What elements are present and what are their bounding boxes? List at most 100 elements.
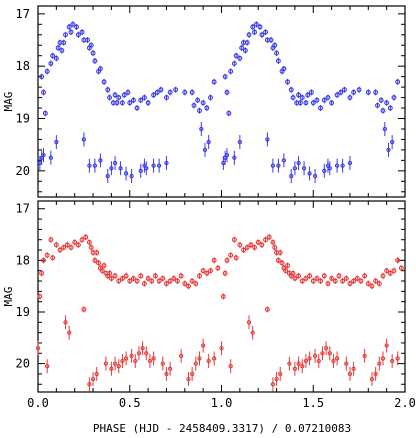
data-point: [66, 24, 72, 30]
data-point: [325, 281, 331, 287]
data-point: [53, 55, 59, 61]
data-point: [283, 268, 289, 274]
data-point: [189, 89, 195, 95]
data-point: [94, 371, 99, 377]
data-point: [314, 275, 320, 281]
data-point: [112, 361, 118, 366]
data-point: [182, 281, 188, 287]
data-point: [259, 242, 265, 248]
data-point: [362, 273, 368, 279]
data-point: [299, 278, 305, 284]
data-point: [272, 245, 278, 250]
data-point: [380, 108, 386, 114]
data-point: [107, 95, 113, 101]
data-point: [358, 278, 364, 284]
y-tick-label: 17: [16, 7, 30, 21]
data-point: [54, 139, 59, 145]
data-point: [222, 74, 228, 80]
data-point: [144, 166, 149, 171]
data-point: [281, 66, 287, 72]
y-tick-label: 19: [16, 305, 30, 319]
data-point: [375, 102, 380, 108]
data-point: [119, 275, 125, 281]
data-point: [263, 237, 268, 243]
data-point: [237, 55, 243, 61]
data-point: [107, 270, 113, 276]
x-tick-label: 0.5: [119, 396, 141, 410]
data-point: [274, 376, 279, 382]
data-point: [292, 166, 298, 171]
data-point: [340, 163, 345, 168]
data-point: [44, 68, 50, 74]
data-point: [391, 268, 397, 274]
data-point: [200, 100, 206, 106]
data-point: [121, 92, 127, 98]
data-point: [123, 171, 129, 176]
data-point: [373, 371, 378, 377]
y-axis-label: MAG: [2, 287, 15, 307]
data-point: [152, 273, 158, 279]
data-point: [39, 74, 45, 80]
data-point: [318, 278, 324, 284]
data-point: [233, 53, 239, 59]
data-point: [145, 100, 151, 106]
data-point: [334, 356, 340, 361]
data-point: [112, 273, 118, 279]
data-point: [164, 281, 169, 287]
data-point: [325, 95, 331, 101]
data-point: [167, 89, 173, 95]
data-point: [312, 353, 318, 359]
data-point: [182, 89, 188, 95]
data-point: [347, 371, 353, 377]
data-point: [116, 95, 122, 101]
data-point: [329, 100, 335, 106]
data-point: [288, 87, 294, 93]
data-point: [81, 306, 87, 312]
data-point: [59, 48, 65, 53]
data-point: [329, 275, 335, 281]
data-point: [94, 250, 100, 256]
data-point: [290, 270, 296, 276]
data-point: [292, 275, 298, 281]
data-point: [154, 89, 160, 95]
data-point: [197, 356, 202, 361]
data-point: [233, 255, 239, 261]
data-point: [127, 278, 133, 284]
data-point: [53, 242, 59, 248]
data-point: [263, 29, 268, 35]
data-point: [112, 92, 118, 98]
data-point: [87, 382, 92, 387]
data-point: [35, 345, 41, 351]
data-point: [250, 330, 255, 335]
data-point: [307, 171, 312, 176]
data-point: [85, 37, 90, 43]
data-point: [92, 257, 98, 263]
data-point: [384, 100, 390, 106]
data-point: [108, 275, 114, 281]
data-point: [278, 371, 283, 377]
data-point: [123, 273, 129, 279]
panel-top: 17 18 19 20 MAG: [2, 5, 406, 198]
data-point: [151, 92, 157, 98]
data-point: [301, 166, 307, 171]
data-point: [156, 163, 162, 168]
data-point: [362, 353, 367, 359]
data-point: [193, 361, 198, 366]
data-point: [195, 97, 201, 103]
data-point: [70, 21, 76, 27]
data-point: [120, 358, 125, 364]
data-point: [61, 245, 67, 250]
data-point: [103, 361, 109, 366]
data-point: [79, 29, 85, 35]
data-point: [224, 257, 230, 263]
data-point: [268, 37, 274, 43]
data-point: [141, 281, 147, 287]
data-point: [141, 95, 147, 101]
data-point: [382, 126, 387, 132]
data-point: [380, 356, 386, 361]
data-point: [208, 268, 213, 274]
data-point: [90, 376, 96, 382]
data-point: [270, 239, 276, 245]
data-point: [303, 358, 309, 364]
